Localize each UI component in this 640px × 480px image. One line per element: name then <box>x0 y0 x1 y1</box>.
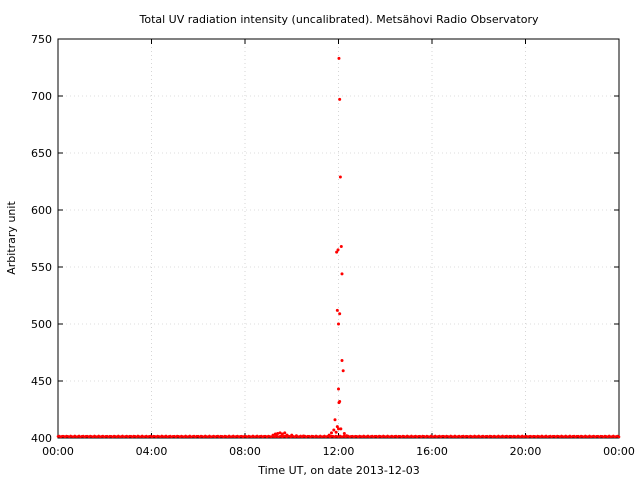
data-point <box>278 431 282 435</box>
data-point <box>340 272 344 276</box>
x-axis-label: Time UT, on date 2013-12-03 <box>257 464 420 477</box>
data-point <box>327 433 331 437</box>
data-points <box>56 56 621 439</box>
y-tick-label: 650 <box>31 147 52 160</box>
data-point <box>337 322 340 326</box>
x-tick-label: 00:00 <box>603 445 635 458</box>
data-point <box>329 431 333 435</box>
x-tick-label: 00:00 <box>42 445 74 458</box>
data-point <box>335 425 339 429</box>
data-point <box>338 312 342 316</box>
y-axis-ticks: 400 450 500 550 600 650 700 750 <box>31 33 619 445</box>
data-point <box>276 431 280 435</box>
y-tick-label: 400 <box>31 432 52 445</box>
data-point <box>345 434 349 438</box>
data-point <box>335 250 339 254</box>
data-point <box>280 432 284 436</box>
data-point <box>335 308 339 312</box>
chart-title: Total UV radiation intensity (uncalibrat… <box>139 13 539 26</box>
data-point <box>338 175 342 179</box>
data-point <box>290 433 294 437</box>
y-tick-label: 750 <box>31 33 52 46</box>
data-point <box>338 400 342 404</box>
data-point <box>341 369 345 373</box>
x-tick-label: 08:00 <box>229 445 261 458</box>
x-tick-label: 12:00 <box>323 445 355 458</box>
data-point <box>283 431 287 435</box>
x-tick-label: 16:00 <box>416 445 448 458</box>
y-axis-label: Arbitrary unit <box>5 201 18 275</box>
data-point <box>334 430 338 434</box>
data-point <box>338 97 342 101</box>
data-point <box>271 433 275 437</box>
y-tick-label: 700 <box>31 90 52 103</box>
data-point-baseline <box>617 435 621 439</box>
data-point <box>339 244 343 248</box>
y-tick-label: 600 <box>31 204 52 217</box>
data-point <box>339 427 343 431</box>
data-point <box>336 248 340 252</box>
data-point <box>337 387 340 391</box>
data-point <box>337 427 340 431</box>
data-point <box>333 418 337 422</box>
data-point <box>332 428 336 432</box>
data-point <box>342 431 346 435</box>
y-tick-label: 550 <box>31 261 52 274</box>
data-point <box>273 432 277 436</box>
data-point <box>301 434 305 438</box>
y-tick-label: 500 <box>31 318 52 331</box>
data-point <box>337 56 341 60</box>
data-point <box>340 358 344 362</box>
x-axis-ticks: 00:00 04:00 08:00 12:00 16:00 20:00 00:00 <box>42 39 635 458</box>
x-tick-label: 20:00 <box>510 445 542 458</box>
data-point <box>285 433 289 437</box>
y-tick-label: 450 <box>31 375 52 388</box>
data-point <box>294 434 298 438</box>
x-tick-label: 04:00 <box>136 445 168 458</box>
